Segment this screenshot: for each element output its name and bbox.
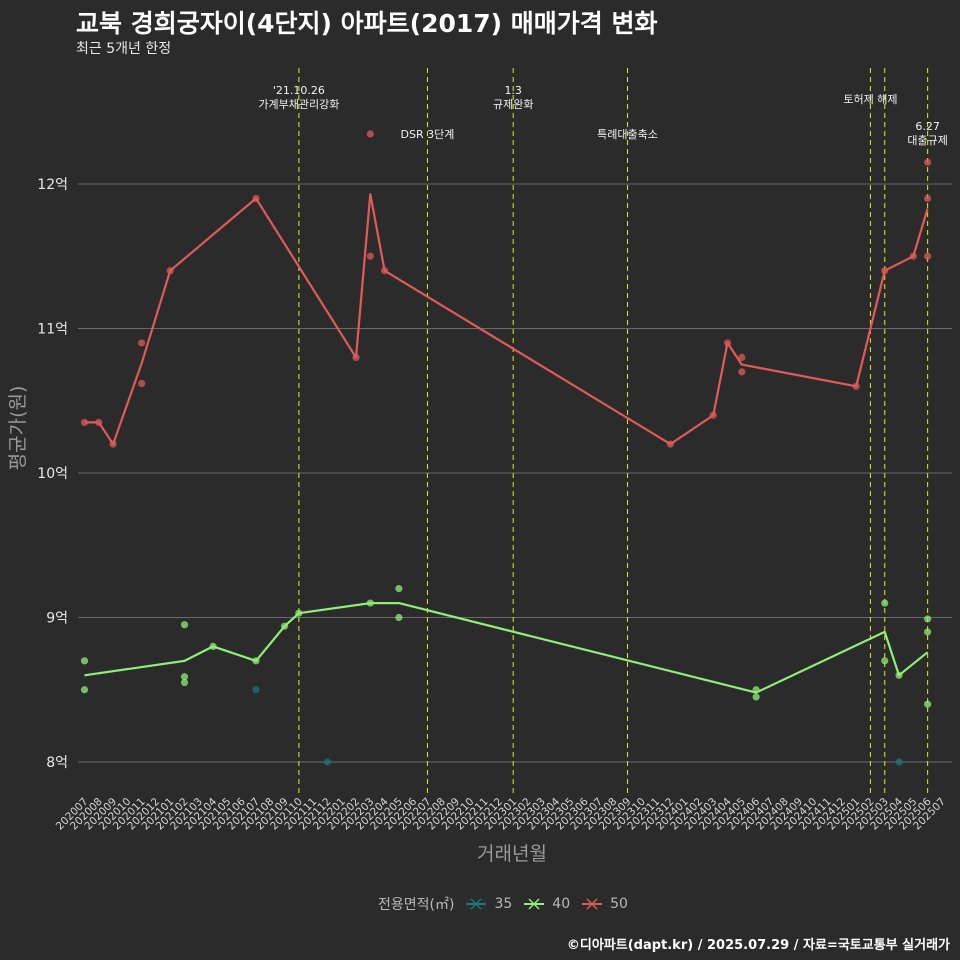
- data-point-50: [366, 130, 374, 138]
- data-point-40: [180, 673, 189, 681]
- data-point-50: [666, 440, 674, 448]
- legend-label-35: 35: [494, 896, 513, 912]
- chart-title: 교북 경희궁자이(4단지) 아파트(2017) 매매가격 변화: [76, 9, 658, 38]
- data-point-35: [895, 758, 903, 766]
- legend-key-35-icon: [466, 898, 487, 910]
- data-point-50: [924, 158, 932, 166]
- data-point-50: [852, 382, 860, 390]
- event-label: 특례대출축소: [597, 128, 658, 141]
- data-point-40: [924, 700, 932, 708]
- data-point-40: [881, 599, 889, 607]
- event-label: 1.3: [504, 84, 522, 97]
- data-point-40: [881, 657, 889, 665]
- legend-item-40: 40: [522, 894, 570, 914]
- event-label: 6.27: [915, 120, 940, 133]
- data-point-50: [109, 440, 117, 448]
- x-axis-title: 거래년월: [477, 843, 547, 865]
- data-point-50: [366, 252, 374, 260]
- data-point-50: [881, 267, 889, 275]
- data-point-40: [366, 599, 374, 607]
- event-label: 가계부채관리강화: [258, 98, 339, 111]
- data-point-40: [180, 678, 189, 687]
- legend-item-50: 50: [580, 894, 628, 914]
- data-point-50: [252, 194, 260, 203]
- y-tick-label: 11억: [37, 322, 68, 338]
- data-point-40: [895, 671, 903, 679]
- data-point-50: [352, 353, 360, 361]
- data-point-35: [252, 686, 260, 694]
- data-point-40: [252, 657, 260, 665]
- legend-item-35: 35: [464, 894, 512, 914]
- data-point-50: [95, 418, 103, 427]
- data-point-50: [709, 411, 717, 419]
- legend-title: 전용면적(㎡): [378, 897, 455, 913]
- source-caption: ©디아파트(dapt.kr) / 2025.07.29 / 자료=국토교통부 실…: [566, 938, 950, 953]
- data-point-50: [80, 418, 89, 427]
- data-point-50: [166, 267, 174, 275]
- data-point-50: [924, 252, 932, 260]
- data-point-40: [295, 609, 303, 617]
- data-point-40: [209, 642, 217, 651]
- event-label: '21.10.26: [273, 84, 325, 97]
- event-label: 토허제 해제: [843, 92, 897, 106]
- data-point-50: [738, 368, 746, 376]
- chart-subtitle: 최근 5개년 한정: [76, 41, 172, 57]
- data-point-40: [280, 622, 289, 630]
- data-point-50: [138, 379, 146, 388]
- event-label: 규제완화: [493, 98, 533, 111]
- legend-label-40: 40: [552, 896, 571, 912]
- data-point-50: [723, 339, 732, 347]
- legend-key-40-icon: [524, 898, 545, 910]
- data-point-40: [924, 615, 932, 623]
- data-point-35: [323, 758, 332, 766]
- data-point-50: [924, 194, 932, 203]
- legend: 전용면적(㎡) 35 40 50: [378, 894, 628, 914]
- data-point-40: [80, 657, 89, 665]
- data-point-50: [738, 353, 746, 361]
- event-label: 대출규제: [907, 134, 947, 147]
- series-line-40: [84, 601, 929, 694]
- y-tick-label: 10억: [37, 466, 68, 482]
- series-line-50: [84, 193, 929, 446]
- y-tick-label: 9억: [46, 611, 68, 627]
- data-point-50: [380, 267, 389, 275]
- y-tick-label: 12억: [37, 177, 68, 193]
- data-point-50: [909, 252, 917, 260]
- data-point-40: [395, 613, 403, 622]
- event-label: DSR 3단계: [401, 128, 455, 141]
- y-tick-label: 8억: [46, 755, 68, 771]
- data-point-40: [80, 686, 89, 694]
- data-point-40: [752, 693, 760, 701]
- data-point-40: [180, 621, 189, 629]
- y-axis-title: 평균가(원): [7, 386, 29, 471]
- data-point-50: [138, 339, 146, 347]
- legend-key-50-icon: [582, 898, 603, 910]
- data-point-40: [752, 686, 760, 694]
- legend-label-50: 50: [610, 896, 628, 912]
- data-point-40: [395, 585, 403, 593]
- data-point-40: [924, 628, 932, 636]
